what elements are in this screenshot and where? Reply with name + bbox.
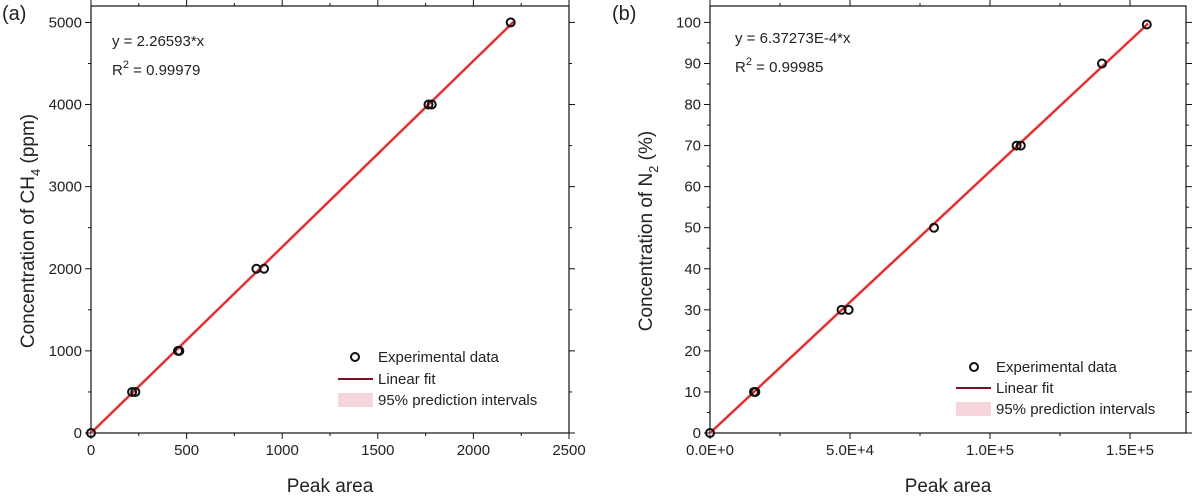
data-point [843,304,854,315]
y-tick-label: 60 [684,179,701,196]
data-point [505,17,516,28]
data-point [423,99,434,110]
legend-label-fit: Linear fit [378,371,436,388]
data-point [1141,19,1152,30]
data-point [929,222,939,233]
y-tick-label: 3000 [49,179,82,196]
legend: Experimental data Linear fit 95% predict… [956,359,1155,418]
fit-equation: y = 2.26593*x [112,33,205,50]
panel-b: (b) y = 6.37273E-4*x R2 = 0.99985 Peak a… [612,0,1192,497]
r-squared: R2 = 0.99979 [112,59,200,79]
data-point [1011,140,1022,151]
x-tick-label: 1.0E+5 [966,442,1014,459]
y-tick-label: 1000 [49,343,82,360]
y-tick-label: 70 [684,138,701,155]
y-tick-label: 80 [684,97,701,114]
data-point [259,263,270,274]
x-axis-title: Peak area [905,476,992,497]
legend-label-band: 95% prediction intervals [996,401,1155,418]
y-tick-label: 4000 [49,97,82,114]
legend-marker-band [338,393,373,407]
y-tick-label: 50 [684,220,701,237]
y-tick-label: 0 [74,425,82,442]
legend-marker-points [969,362,979,372]
data-point [86,428,96,438]
data-point [174,345,185,356]
data-point [130,386,141,397]
y-axis-title: Concentration of N2 (%) [636,131,661,331]
x-tick-label: 2000 [457,442,490,459]
x-axis-title: Peak area [287,476,374,497]
x-tick-label: 2500 [552,442,585,459]
y-tick-label: 30 [684,302,701,319]
y-axis-title: Concentration of CH4 (ppm) [18,114,43,348]
panel-label: (b) [612,3,636,25]
x-tick-label: 1000 [266,442,299,459]
plot-frame [709,5,1187,434]
y-tick-label: 10 [684,384,701,401]
panel-label: (a) [2,3,26,25]
data-point [705,428,715,438]
y-tick-label: 20 [684,343,701,360]
data-point [426,99,437,110]
data-point [1015,140,1026,151]
r-squared: R2 = 0.99985 [735,56,823,76]
x-tick-label: 1.5E+5 [1106,442,1154,459]
fit-line [90,21,515,434]
legend-marker-points [350,352,360,362]
y-tick-label: 0 [693,425,701,442]
data-point [750,386,761,397]
fit-equation: y = 6.37273E-4*x [735,30,851,47]
data-point [1097,58,1107,69]
x-tick-label: 0.0E+0 [686,442,734,459]
legend-marker-band [956,402,991,416]
x-tick-label: 1500 [361,442,394,459]
data-point [127,386,138,397]
legend-label-fit: Linear fit [996,380,1054,397]
y-tick-label: 5000 [49,14,82,31]
y-tick-label: 2000 [49,261,82,278]
y-tick-label: 90 [684,55,701,72]
legend-label-band: 95% prediction intervals [378,392,537,409]
legend: Experimental data Linear fit 95% predict… [338,349,537,409]
legend-label-points: Experimental data [378,349,500,366]
panel-a: (a) y = 2.26593*x R2 = 0.99979 Peak area… [2,0,586,497]
legend-label-points: Experimental data [996,359,1118,376]
x-tick-label: 500 [174,442,199,459]
y-tick-label: 40 [684,261,701,278]
y-tick-label: 100 [676,14,701,31]
x-tick-label: 5.0E+4 [826,442,874,459]
x-tick-label: 0 [87,442,95,459]
